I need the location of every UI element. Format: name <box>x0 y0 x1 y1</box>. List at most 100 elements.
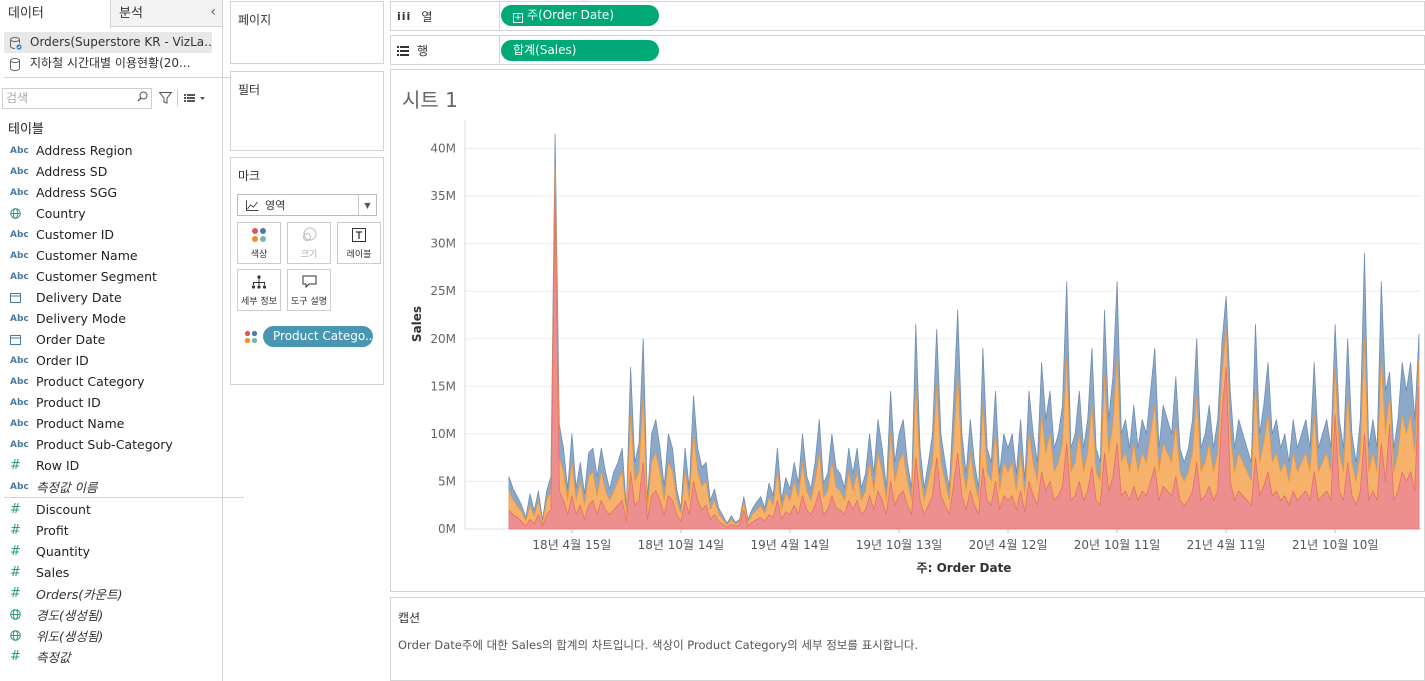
dimension-field[interactable]: Abc Customer ID <box>0 224 222 245</box>
field-label: Address SD <box>36 164 108 179</box>
color-encoding-icon <box>244 330 258 347</box>
globe-icon <box>10 630 36 641</box>
tab-analysis[interactable]: 분석 <box>119 6 143 21</box>
size-button[interactable]: 크기 <box>287 222 331 264</box>
x-axis-title: 주: Order Date <box>917 561 1012 575</box>
number-type-icon: # <box>10 523 21 538</box>
number-type-icon: # <box>10 458 21 473</box>
dimension-field[interactable]: # Row ID <box>0 455 222 476</box>
datasource-subway[interactable]: 지하철 시간대별 이용현황(20... <box>0 53 222 74</box>
string-type-icon: Abc <box>10 439 29 450</box>
size-icon <box>301 226 317 244</box>
field-label: Address Region <box>36 143 133 158</box>
dimension-field[interactable]: Abc Product ID <box>0 392 222 413</box>
dimension-field[interactable]: Abc Delivery Mode <box>0 308 222 329</box>
dimension-field[interactable]: Abc Customer Name <box>0 245 222 266</box>
search-icon[interactable] <box>137 91 148 105</box>
rows-shelf[interactable]: 행 합계(Sales) <box>390 35 1425 65</box>
field-label: Delivery Date <box>36 290 122 305</box>
area-chart[interactable]: 0M 5M 10M 15M 20M 25M 30M 35M 40M 18년 4월 15일 18년 1… <box>391 70 1424 591</box>
color-button-label: 색상 <box>250 250 268 260</box>
dimension-field[interactable]: Abc Product Category <box>0 371 222 392</box>
columns-icon: iii <box>397 10 412 23</box>
toolbar-separator <box>177 90 178 106</box>
y-tick-label: 30M <box>430 237 456 251</box>
dimension-field[interactable]: Abc Product Sub-Category <box>0 434 222 455</box>
dimension-field[interactable]: Delivery Date <box>0 287 222 308</box>
view-options-icon[interactable] <box>182 89 208 107</box>
rows-pill[interactable]: 합계(Sales) <box>501 40 659 61</box>
y-tick-label: 25M <box>430 284 456 298</box>
dimension-field[interactable]: Abc 측정값 이름 <box>0 476 222 497</box>
color-icon <box>251 226 267 244</box>
x-tick-label: 19년 10월 13일 <box>856 538 943 552</box>
string-type-icon: Abc <box>10 313 29 324</box>
expand-plus-icon[interactable]: + <box>513 13 523 23</box>
measure-field[interactable]: # Discount <box>0 499 222 520</box>
dimension-field[interactable]: Order Date <box>0 329 222 350</box>
datasource-label: 지하철 시간대별 이용현황(20... <box>30 56 191 70</box>
columns-label-text: 열 <box>421 10 433 24</box>
measure-field[interactable]: # Sales <box>0 562 222 583</box>
tables-heading: 테이블 <box>8 122 44 137</box>
filters-card[interactable]: 필터 <box>230 71 384 151</box>
x-tick-label: 19년 4월 14일 <box>750 538 829 552</box>
mark-type-label: 영역 <box>265 199 286 212</box>
dimension-field[interactable]: Abc Address Region <box>0 140 222 161</box>
y-tick-label: 40M <box>430 142 456 156</box>
field-label: 위도(생성됨) <box>36 629 104 644</box>
field-label: Discount <box>36 502 91 517</box>
measure-field[interactable]: # Profit <box>0 520 222 541</box>
area-mark-icon <box>246 200 259 211</box>
pages-card[interactable]: 페이지 <box>230 1 384 64</box>
tab-data[interactable]: 데이터 <box>0 0 112 28</box>
detail-icon <box>251 273 267 291</box>
y-tick-label: 20M <box>430 332 456 346</box>
collapse-pane-icon[interactable]: ‹ <box>210 4 216 20</box>
caption-title: 캡션 <box>398 611 421 625</box>
divider <box>4 77 244 78</box>
field-label: Profit <box>36 523 69 538</box>
measure-field[interactable]: 경도(생성됨) <box>0 604 222 625</box>
y-tick-label: 0M <box>438 522 456 536</box>
search-input[interactable] <box>6 91 126 105</box>
filter-icon[interactable] <box>156 89 174 107</box>
dimension-field[interactable]: Abc Address SGG <box>0 182 222 203</box>
string-type-icon: Abc <box>10 145 29 156</box>
mark-type-select[interactable]: 영역 ▼ <box>237 194 377 216</box>
string-type-icon: Abc <box>10 250 29 261</box>
x-tick-label: 21년 10월 10일 <box>1292 538 1379 552</box>
field-label: Country <box>36 206 86 221</box>
dimension-field[interactable]: Abc Customer Segment <box>0 266 222 287</box>
dimension-field[interactable]: Abc Address SD <box>0 161 222 182</box>
dimension-field[interactable]: Abc Product Name <box>0 413 222 434</box>
dimension-field[interactable]: Abc Order ID <box>0 350 222 371</box>
cards-column: 페이지 필터 마크 영역 ▼ 색상 <box>230 0 385 681</box>
field-label: 측정값 <box>36 650 71 665</box>
x-tick-label: 21년 4월 11일 <box>1187 538 1266 552</box>
field-search-row <box>0 87 222 109</box>
y-tick-label: 10M <box>430 427 456 441</box>
measure-field[interactable]: # Orders(카운트) <box>0 583 222 604</box>
measure-field[interactable]: # 측정값 <box>0 646 222 667</box>
chevron-down-icon: ▼ <box>358 195 376 215</box>
measure-field[interactable]: 위도(생성됨) <box>0 625 222 646</box>
dimension-field[interactable]: Country <box>0 203 222 224</box>
label-button[interactable]: 레이블 <box>337 222 381 264</box>
color-button[interactable]: 색상 <box>237 222 281 264</box>
measure-field[interactable]: # Quantity <box>0 541 222 562</box>
string-type-icon: Abc <box>10 187 29 198</box>
columns-pill[interactable]: + 주(Order Date) <box>501 5 659 26</box>
detail-button[interactable]: 세부 정보 <box>237 269 281 311</box>
area-series-bottom <box>508 195 1420 530</box>
sheet-title[interactable]: 시트 1 <box>402 88 458 112</box>
field-label: Row ID <box>36 458 80 473</box>
field-label: 측정값 이름 <box>36 480 98 495</box>
globe-icon <box>10 609 36 620</box>
color-field-pill[interactable]: Product Catego.. <box>263 326 373 347</box>
field-label: Customer ID <box>36 227 115 242</box>
columns-shelf[interactable]: iii 열 + 주(Order Date) <box>390 1 1425 31</box>
datasource-orders[interactable]: Orders(Superstore KR - VizLa... <box>4 32 212 53</box>
worksheet-view[interactable]: 시트 1 0M 5M 10M 15M 20M 25M 30M 35M 40M 18년 4월 15일… <box>390 69 1425 592</box>
tooltip-button[interactable]: 도구 설명 <box>287 269 331 311</box>
